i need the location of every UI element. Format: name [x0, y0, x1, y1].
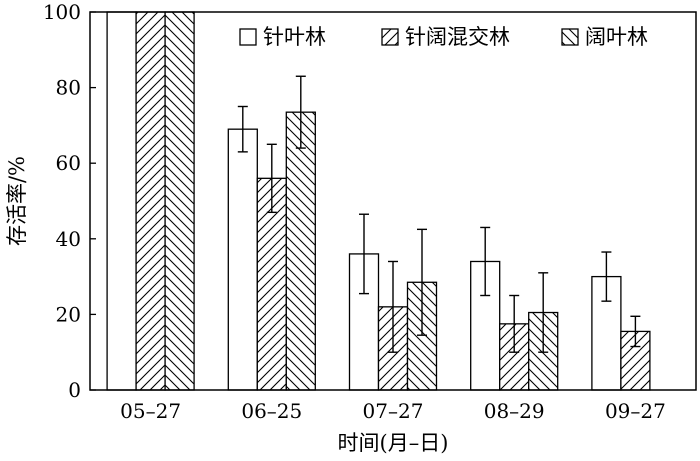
plot-frame — [89, 11, 697, 391]
y-axis-title: 存活率/% — [5, 156, 29, 246]
bar-series-0-05-27 — [106, 11, 137, 391]
legend-label-series-2: 阔叶林 — [585, 25, 648, 49]
legend-swatch-series-2 — [561, 28, 579, 46]
x-tick-label: 06–25 — [241, 399, 302, 423]
error-bar — [538, 272, 549, 353]
y-tick-label: 60 — [56, 151, 81, 175]
error-bar — [630, 315, 641, 348]
error-bar — [388, 260, 398, 353]
bar-series-0-06-25 — [227, 128, 258, 391]
y-tick-label: 40 — [56, 227, 81, 251]
bar-series-1-06-25 — [256, 177, 287, 391]
error-bar — [295, 75, 306, 149]
error-bar — [417, 228, 427, 336]
legend-swatch-series-1 — [381, 28, 399, 46]
bars — [106, 11, 651, 391]
x-tick-label: 09–27 — [605, 399, 666, 423]
x-axis-title: 时间(月–日) — [338, 431, 449, 455]
bar-series-2-05-27 — [164, 11, 195, 391]
error-bar — [601, 251, 612, 302]
x-tick-label: 08–29 — [484, 399, 545, 423]
y-tick-label: 20 — [56, 302, 81, 326]
y-tick-label: 80 — [56, 76, 81, 100]
x-tick-label: 05–27 — [120, 399, 181, 423]
legend-label-series-0: 针叶林 — [263, 25, 326, 49]
error-bar — [509, 294, 520, 353]
error-bar — [480, 226, 491, 297]
y-axis-ticks: 0 20 40 60 80 100 — [43, 0, 96, 402]
legend-swatch-series-0 — [239, 28, 257, 46]
legend-label-series-1: 针阔混交林 — [405, 25, 510, 49]
error-bar — [237, 105, 248, 153]
error-bar — [266, 143, 277, 214]
x-tick-label: 07–27 — [363, 399, 424, 423]
y-tick-label: 0 — [68, 378, 81, 402]
error-bars — [237, 75, 641, 353]
bar-series-2-06-25 — [285, 111, 316, 391]
legend: 针叶林 针阔混交林 阔叶林 — [239, 25, 648, 49]
y-tick-label: 100 — [43, 0, 81, 24]
error-bar — [359, 213, 369, 295]
bar-series-1-05-27 — [135, 11, 166, 391]
